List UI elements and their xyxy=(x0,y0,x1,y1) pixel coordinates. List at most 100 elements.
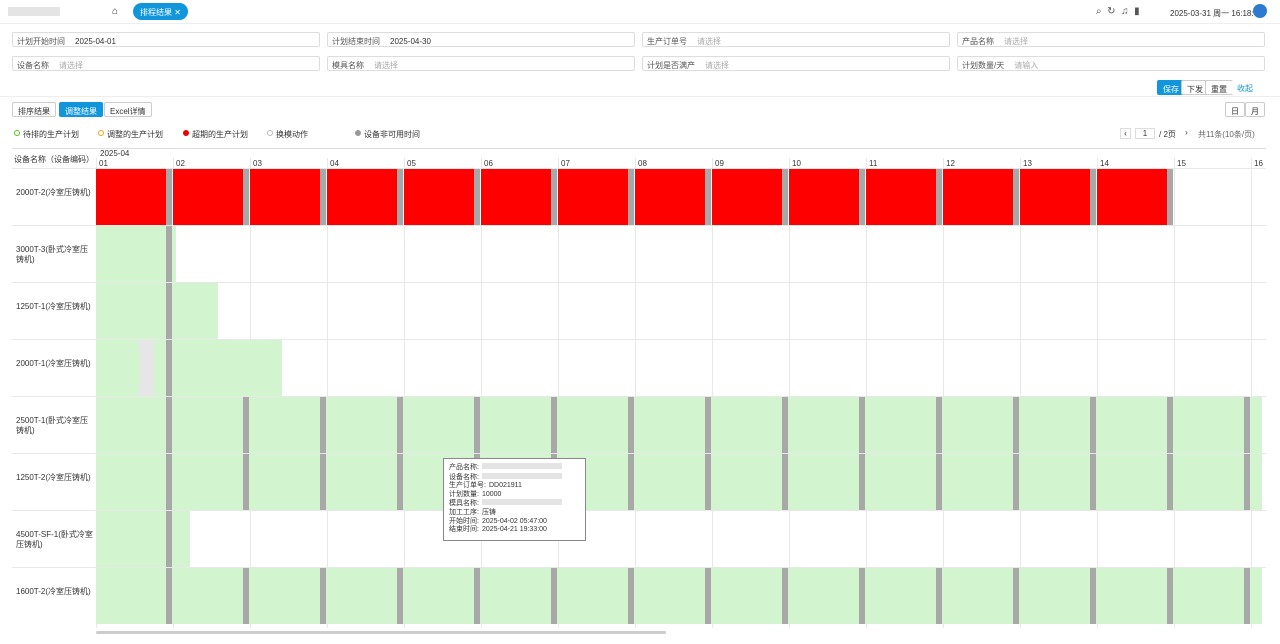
schedule-block[interactable] xyxy=(320,568,326,624)
schedule-block[interactable] xyxy=(551,568,557,624)
schedule-block[interactable] xyxy=(782,397,788,453)
schedule-block[interactable] xyxy=(1090,454,1096,510)
schedule-block[interactable] xyxy=(173,169,243,225)
schedule-block[interactable] xyxy=(558,169,628,225)
schedule-block[interactable] xyxy=(243,454,249,510)
page-input[interactable]: 1 xyxy=(1135,128,1155,139)
schedule-block[interactable] xyxy=(628,454,634,510)
schedule-block[interactable] xyxy=(397,454,403,510)
schedule-block[interactable] xyxy=(782,568,788,624)
action-button[interactable]: 收起 xyxy=(1232,80,1258,95)
schedule-block[interactable] xyxy=(320,454,326,510)
schedule-block[interactable] xyxy=(1167,397,1173,453)
schedule-block[interactable] xyxy=(1013,169,1019,225)
schedule-block[interactable] xyxy=(705,169,711,225)
schedule-block[interactable] xyxy=(474,568,480,624)
schedule-block[interactable] xyxy=(404,169,474,225)
schedule-block[interactable] xyxy=(859,169,865,225)
schedule-block[interactable] xyxy=(551,397,557,453)
schedule-block[interactable] xyxy=(96,454,1262,510)
schedule-block[interactable] xyxy=(96,226,176,282)
schedule-block[interactable] xyxy=(1167,169,1173,225)
home-icon[interactable]: ⌂ xyxy=(112,6,119,17)
schedule-block[interactable] xyxy=(166,283,172,339)
filter-input[interactable]: 计划数量/天 请输入 xyxy=(957,56,1265,71)
view-tab[interactable]: 调整结果 xyxy=(59,102,103,117)
action-button[interactable]: 重置 xyxy=(1205,80,1233,95)
schedule-block[interactable] xyxy=(96,397,1262,453)
tab[interactable]: 排程结果 ✕ xyxy=(133,3,188,20)
schedule-block[interactable] xyxy=(1090,397,1096,453)
schedule-block[interactable] xyxy=(628,397,634,453)
schedule-block[interactable] xyxy=(1244,454,1250,510)
schedule-block[interactable] xyxy=(1167,568,1173,624)
schedule-block[interactable] xyxy=(789,169,859,225)
schedule-block[interactable] xyxy=(166,568,172,624)
schedule-block[interactable] xyxy=(859,454,865,510)
filter-input[interactable]: 产品名称 请选择 xyxy=(957,32,1265,47)
schedule-block[interactable] xyxy=(166,397,172,453)
schedule-block[interactable] xyxy=(166,340,172,396)
schedule-block[interactable] xyxy=(96,283,218,339)
schedule-block[interactable] xyxy=(243,169,249,225)
scale-tab[interactable]: 日 xyxy=(1225,102,1245,117)
schedule-block[interactable] xyxy=(397,568,403,624)
schedule-block[interactable] xyxy=(936,397,942,453)
page-prev[interactable]: ‹ xyxy=(1120,128,1131,139)
schedule-block[interactable] xyxy=(96,169,166,225)
schedule-block[interactable] xyxy=(936,454,942,510)
schedule-block[interactable] xyxy=(859,568,865,624)
schedule-block[interactable] xyxy=(320,397,326,453)
schedule-block[interactable] xyxy=(936,169,942,225)
schedule-block[interactable] xyxy=(1167,454,1173,510)
schedule-block[interactable] xyxy=(859,397,865,453)
schedule-block[interactable] xyxy=(139,340,154,396)
schedule-block[interactable] xyxy=(397,397,403,453)
filter-input[interactable]: 计划结束时间 2025-04-30 xyxy=(327,32,635,47)
schedule-block[interactable] xyxy=(866,169,936,225)
schedule-block[interactable] xyxy=(481,169,551,225)
schedule-block[interactable] xyxy=(397,169,403,225)
filter-input[interactable]: 设备名称 请选择 xyxy=(12,56,320,71)
schedule-block[interactable] xyxy=(936,568,942,624)
schedule-block[interactable] xyxy=(705,568,711,624)
view-tab[interactable]: 排序结果 xyxy=(12,102,56,117)
schedule-block[interactable] xyxy=(635,169,705,225)
schedule-block[interactable] xyxy=(782,169,788,225)
schedule-block[interactable] xyxy=(1013,568,1019,624)
schedule-block[interactable] xyxy=(712,169,782,225)
schedule-block[interactable] xyxy=(474,397,480,453)
schedule-block[interactable] xyxy=(943,169,1013,225)
schedule-block[interactable] xyxy=(1013,454,1019,510)
filter-input[interactable]: 模具名称 请选择 xyxy=(327,56,635,71)
schedule-block[interactable] xyxy=(1090,169,1096,225)
toolbar-icons[interactable]: ⌕ ↻ ♫ ▮ xyxy=(1096,6,1140,17)
schedule-block[interactable] xyxy=(320,169,326,225)
schedule-block[interactable] xyxy=(166,226,172,282)
schedule-block[interactable] xyxy=(1090,568,1096,624)
schedule-block[interactable] xyxy=(243,568,249,624)
schedule-block[interactable] xyxy=(705,397,711,453)
schedule-block[interactable] xyxy=(166,169,172,225)
page-next[interactable]: › xyxy=(1185,128,1188,137)
schedule-block[interactable] xyxy=(327,169,397,225)
schedule-block[interactable] xyxy=(1013,397,1019,453)
schedule-block[interactable] xyxy=(1020,169,1090,225)
schedule-block[interactable] xyxy=(1244,397,1250,453)
schedule-block[interactable] xyxy=(166,454,172,510)
scrollbar[interactable] xyxy=(96,631,666,634)
schedule-block[interactable] xyxy=(628,568,634,624)
schedule-block[interactable] xyxy=(96,511,190,567)
schedule-block[interactable] xyxy=(243,397,249,453)
filter-input[interactable]: 计划是否满产 请选择 xyxy=(642,56,950,71)
schedule-block[interactable] xyxy=(551,169,557,225)
schedule-block[interactable] xyxy=(1244,568,1250,624)
avatar[interactable] xyxy=(1253,4,1267,18)
schedule-block[interactable] xyxy=(782,454,788,510)
schedule-block[interactable] xyxy=(1097,169,1167,225)
filter-input[interactable]: 生产订单号 请选择 xyxy=(642,32,950,47)
scale-tab[interactable]: 月 xyxy=(1245,102,1265,117)
schedule-block[interactable] xyxy=(96,568,1262,624)
schedule-block[interactable] xyxy=(628,169,634,225)
schedule-block[interactable] xyxy=(166,511,172,567)
